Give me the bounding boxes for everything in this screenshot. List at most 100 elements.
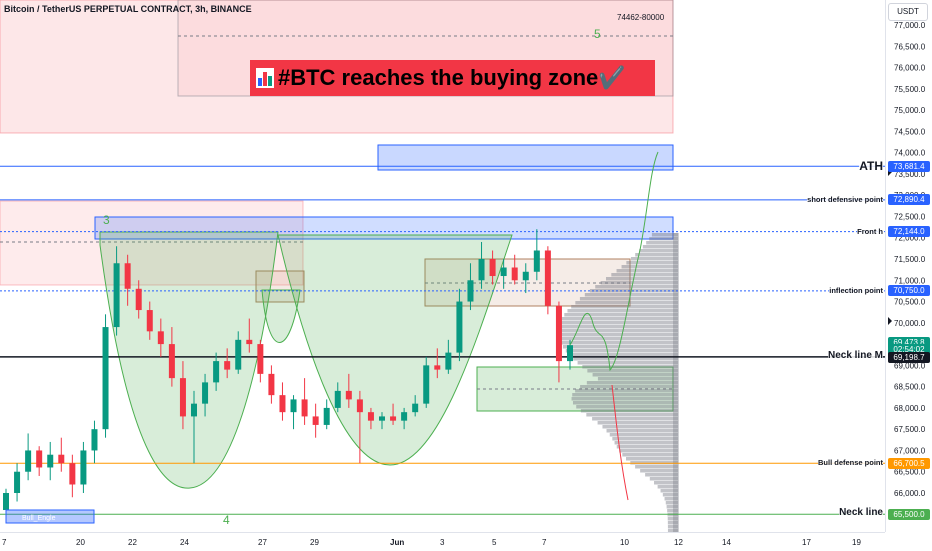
volume-bar [657,485,678,489]
annotation-inflection-point: inflection point [829,285,883,295]
price-tag: 69,198.7 [888,352,930,364]
annotation-neck-line: Neck line [839,507,883,519]
volume-bar [564,313,678,317]
candle-body [423,365,430,404]
volume-bar [642,245,678,249]
volume-bar [667,509,678,513]
time-tick: 10 [620,538,629,547]
price-tag: 73,681.4 [888,160,930,172]
candle-body [334,390,341,408]
candle-body [47,454,54,468]
candle-body [323,407,330,425]
volume-bar [559,337,678,341]
volume-bar [635,253,678,257]
price-tick: 76,000.0 [894,64,926,73]
volume-bar [558,325,678,329]
candle-body [533,250,540,272]
candle-body [301,399,308,417]
volume-bar [606,429,678,433]
volume-bar [597,377,678,381]
wave-label-3: 3 [103,213,110,227]
volume-bar [584,293,678,297]
volume-bar [645,473,678,477]
candle-body [157,331,164,345]
projection-up [569,151,659,372]
volume-bar [580,385,678,389]
time-axis[interactable]: 7 20 22 24 27 29 Jun 3 5 7 10 12 14 17 19 [0,532,885,551]
currency-badge[interactable]: USDT [888,3,928,21]
volume-bar [572,393,678,397]
volume-bar [665,501,678,505]
candle-body [567,345,573,362]
time-tick: 27 [258,538,267,547]
volume-bar [586,381,678,385]
volume-bar [619,449,678,453]
indicator-label: Bull_Engle [22,515,56,522]
volume-bar [597,421,678,425]
volume-bar [567,309,678,313]
volume-bar [605,277,678,281]
price-axis[interactable]: 77,000.0 76,500.0 76,000.0 75,500.0 75,000.0… [885,0,932,532]
time-tick: 7 [2,538,7,547]
volume-bar [560,341,678,345]
volume-bar [660,489,678,493]
candle-body [401,412,408,421]
zone-label: 74462-80000 [617,13,665,22]
candle-body [102,327,109,430]
volume-bar [571,397,678,401]
cup-small [261,289,301,343]
candle-body [14,471,21,493]
volume-bar [616,445,678,449]
volume-bar [580,409,678,413]
volume-bar [664,497,678,501]
volume-bar [611,273,678,277]
candle-body [412,403,419,413]
candle-body [290,399,297,413]
price-tick: 69,000.0 [894,361,926,370]
candle-body [3,493,9,511]
candle-body [36,450,43,468]
volume-bar [666,505,678,509]
candle-body [246,339,253,345]
candle-body [445,352,452,370]
price-tick: 74,500.0 [894,127,926,136]
candles [3,229,573,519]
time-tick: 24 [180,538,189,547]
price-tick: 70,000.0 [894,319,926,328]
price-tag: 66,700.5 [888,457,930,469]
candle-body [168,344,175,379]
cup-right [277,234,513,466]
front-h-box [94,216,674,240]
volume-bar [639,249,678,253]
price-tick: 67,500.0 [894,425,926,434]
volume-bar [562,345,678,349]
volume-bar [651,233,678,237]
time-tick: 7 [542,538,547,547]
price-tick: 72,000.0 [894,234,926,243]
candle-body [25,450,32,472]
indicator-box [5,509,95,524]
headline-text: #BTC reaches the buying zone✔️ [278,65,626,90]
volume-bar [646,241,678,245]
time-tick: 17 [802,538,811,547]
volume-bar [635,465,678,469]
volume-bar [626,261,678,265]
volume-bar [569,353,678,357]
candle-body [390,416,397,421]
axis-corner [885,532,932,550]
volume-bar [575,301,678,305]
price-tag: 72,890.4 [888,194,930,206]
annotation-neck-line-m: Neck line M [827,349,883,361]
candle-body [202,382,209,404]
time-tick: 12 [674,538,683,547]
volume-bar [576,405,678,409]
volume-bar [612,437,678,441]
volume-bar [579,297,678,301]
time-tick: 29 [310,538,319,547]
price-tick: 73,500.0 [894,170,926,179]
wave-label-5: 5 [594,27,601,41]
chart-title: Bitcoin / TetherUS PERPETUAL CONTRACT, 3… [4,4,252,14]
volume-bar [592,417,678,421]
volume-bar [640,469,678,473]
candle-body [179,378,186,417]
